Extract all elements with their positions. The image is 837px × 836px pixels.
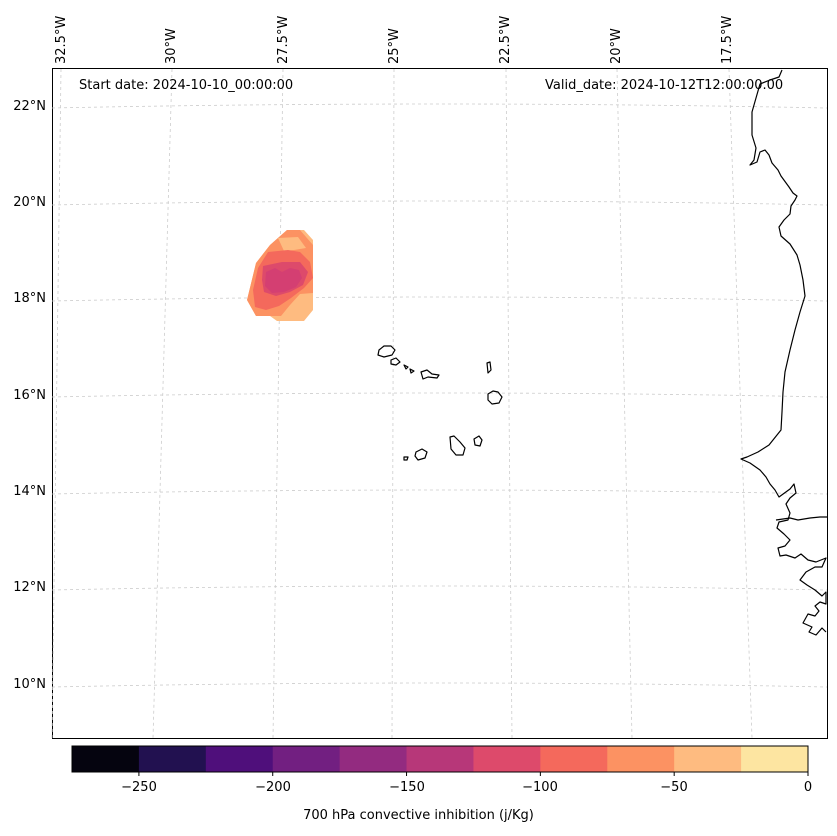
start-date-label: Start date: 2024-10-10_00:00:00 [79, 78, 294, 93]
colorbar-segment [72, 746, 140, 772]
lat-label-14n: 14°N [13, 484, 46, 499]
colorbar-label: 700 hPa convective inhibition (j/Kg) [303, 808, 534, 823]
colorbar-tick-label: −250 [121, 780, 157, 795]
island-brava [403, 456, 409, 461]
colorbar-segment [473, 746, 541, 772]
island-santa-luzia [403, 364, 409, 370]
island-fogo [414, 448, 428, 461]
island-sao-nicolau [420, 369, 440, 380]
lon-label-32-5w: 32.5°W [54, 15, 69, 64]
lon-label-25w: 25°W [387, 28, 402, 64]
parallel-10n [51, 682, 828, 688]
island-branco [409, 368, 415, 374]
lat-label-16n: 16°N [13, 388, 46, 403]
colorbar-frame [71, 745, 809, 773]
parallel-20n [51, 200, 828, 206]
parallel-12n [51, 585, 828, 591]
graticule [51, 68, 828, 739]
lat-label-10n: 10°N [13, 677, 46, 692]
lat-label-18n: 18°N [13, 291, 46, 306]
lat-label-20n: 20°N [13, 195, 46, 210]
cin-contour-field [247, 230, 313, 321]
island-santo-antao [377, 345, 396, 358]
colorbar-segment [272, 746, 341, 772]
colorbar-segment [674, 746, 742, 772]
lon-label-27-5w: 27.5°W [276, 15, 291, 64]
colorbar-segment [607, 746, 675, 772]
colorbar-segment [741, 746, 809, 772]
lon-label-20w: 20°W [609, 28, 624, 64]
gambia-coast [775, 516, 827, 521]
lon-label-22-5w: 22.5°W [498, 15, 513, 64]
island-sal [486, 361, 492, 374]
lon-label-30w: 30°W [164, 28, 179, 64]
colorbar-tick-label: 0 [803, 780, 813, 795]
lat-label-22n: 22°N [13, 99, 46, 114]
island-boa-vista [487, 390, 503, 405]
cin-contour-minus-150 [265, 268, 302, 293]
colorbar [71, 745, 809, 776]
parallel-22n [51, 103, 828, 109]
map-frame [52, 68, 828, 739]
colorbar-segment [540, 746, 608, 772]
lat-label-12n: 12°N [13, 580, 46, 595]
colorbar-segment [406, 746, 474, 772]
parallel-14n [51, 489, 828, 495]
parallel-16n [51, 392, 828, 398]
colorbar-tick-label: −200 [255, 780, 291, 795]
island-maio [473, 435, 483, 447]
parallel-18n [51, 296, 828, 302]
island-santiago [449, 435, 466, 456]
valid-date-label: Valid_date: 2024-10-12T12:00:00.00 [545, 78, 784, 93]
cin-contour-minus-50-north [278, 237, 306, 251]
lon-label-17-5w: 17.5°W [720, 15, 735, 64]
colorbar-segment [205, 746, 274, 772]
colorbar-tick-label: −50 [660, 780, 688, 795]
colorbar-segment [339, 746, 408, 772]
colorbar-segment [138, 746, 207, 772]
island-sao-vicente [390, 357, 401, 366]
colorbar-tick-label: −150 [389, 780, 425, 795]
coastline [377, 69, 827, 636]
colorbar-tick-label: −100 [522, 780, 558, 795]
